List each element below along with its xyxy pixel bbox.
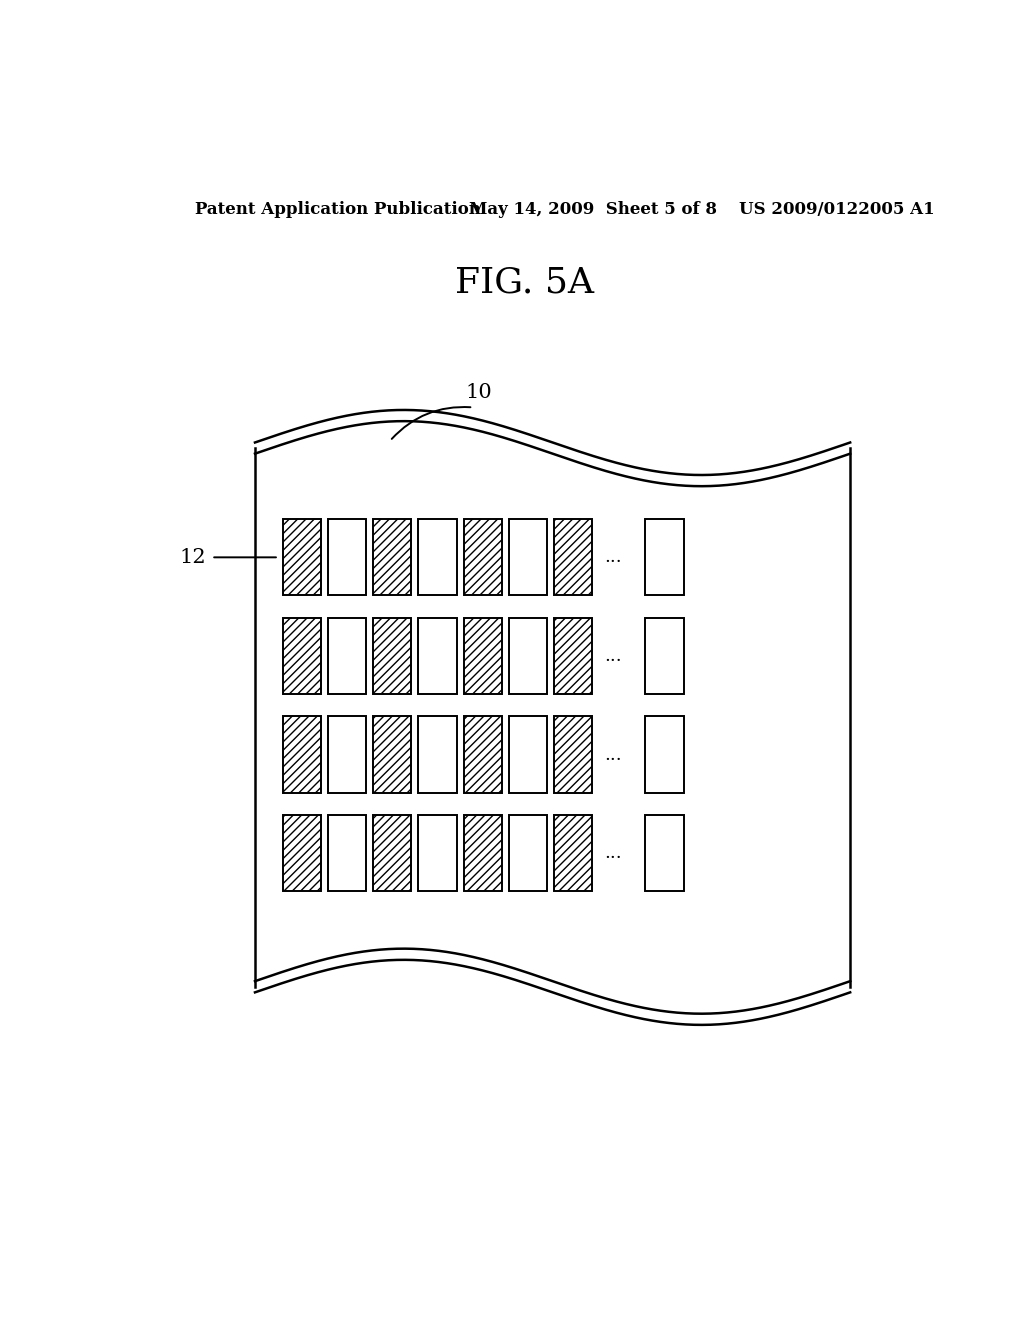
- Bar: [554, 717, 592, 792]
- Bar: [509, 717, 547, 792]
- Bar: [328, 717, 367, 792]
- Bar: [373, 814, 412, 891]
- Bar: [328, 519, 367, 595]
- Text: ...: ...: [604, 746, 622, 763]
- Bar: [554, 618, 592, 694]
- Bar: [645, 519, 684, 595]
- Text: ...: ...: [604, 647, 622, 665]
- Bar: [283, 717, 321, 792]
- Bar: [464, 717, 502, 792]
- Bar: [464, 519, 502, 595]
- Bar: [509, 618, 547, 694]
- Bar: [373, 717, 412, 792]
- Bar: [464, 814, 502, 891]
- Bar: [645, 717, 684, 792]
- Bar: [464, 519, 502, 595]
- Bar: [328, 618, 367, 694]
- Bar: [645, 814, 684, 891]
- Text: 10: 10: [465, 383, 492, 403]
- Text: ...: ...: [604, 843, 622, 862]
- Bar: [464, 618, 502, 694]
- Bar: [464, 618, 502, 694]
- Bar: [283, 814, 321, 891]
- Bar: [509, 519, 547, 595]
- Bar: [373, 717, 412, 792]
- Bar: [419, 717, 457, 792]
- Text: 12: 12: [179, 548, 206, 566]
- Bar: [554, 717, 592, 792]
- Text: US 2009/0122005 A1: US 2009/0122005 A1: [739, 201, 935, 218]
- Bar: [283, 519, 321, 595]
- Bar: [645, 618, 684, 694]
- Bar: [328, 814, 367, 891]
- Bar: [464, 717, 502, 792]
- Bar: [373, 618, 412, 694]
- Bar: [419, 519, 457, 595]
- Bar: [554, 814, 592, 891]
- Bar: [419, 618, 457, 694]
- Bar: [554, 618, 592, 694]
- Bar: [283, 618, 321, 694]
- Bar: [419, 814, 457, 891]
- Bar: [283, 519, 321, 595]
- Bar: [373, 814, 412, 891]
- Bar: [373, 618, 412, 694]
- Text: ...: ...: [604, 548, 622, 566]
- Bar: [283, 618, 321, 694]
- Bar: [464, 814, 502, 891]
- Bar: [373, 519, 412, 595]
- Bar: [554, 519, 592, 595]
- Text: May 14, 2009  Sheet 5 of 8: May 14, 2009 Sheet 5 of 8: [469, 201, 717, 218]
- Bar: [283, 717, 321, 792]
- Text: Patent Application Publication: Patent Application Publication: [196, 201, 481, 218]
- Text: FIG. 5A: FIG. 5A: [456, 265, 594, 300]
- Bar: [554, 814, 592, 891]
- Bar: [509, 814, 547, 891]
- Bar: [373, 519, 412, 595]
- Bar: [554, 519, 592, 595]
- Bar: [283, 814, 321, 891]
